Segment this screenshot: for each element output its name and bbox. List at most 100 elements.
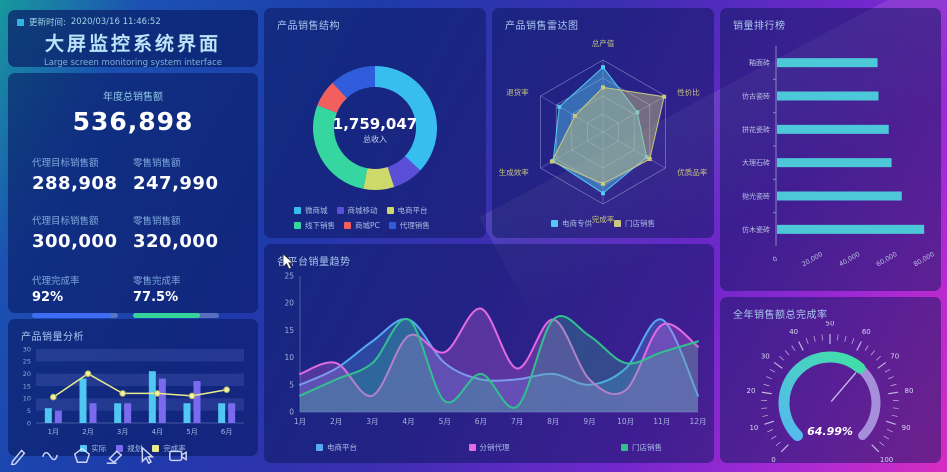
svg-text:80: 80 bbox=[905, 387, 914, 395]
update-time-row: 更新时间: 2020/03/16 11:46:52 bbox=[8, 10, 258, 28]
svg-text:0: 0 bbox=[771, 456, 775, 464]
sales-structure-panel: 产品销售结构 1,759,047 总收入 微商城 商城移动 电商平台 线下销售 商城PC 代… bbox=[264, 8, 486, 238]
legend-label: 分销代理 bbox=[479, 443, 510, 452]
progress-value: 92% bbox=[32, 290, 64, 305]
legend-swatch bbox=[294, 222, 301, 229]
completion-gauge-panel: 全年销售额总完成率 0 10 20 30 40 50 60 70 80 90 100 64.99% bbox=[720, 297, 941, 464]
bar bbox=[114, 403, 122, 423]
svg-text:仿古瓷砖: 仿古瓷砖 bbox=[742, 92, 770, 101]
legend-swatch bbox=[336, 207, 344, 214]
svg-text:20: 20 bbox=[747, 387, 756, 395]
legend-label: 商城PC bbox=[355, 221, 380, 230]
legend-item[interactable]: 分销代理 bbox=[468, 442, 510, 453]
svg-text:抛光瓷砖: 抛光瓷砖 bbox=[742, 192, 770, 201]
legend-item[interactable]: 电商专供 bbox=[551, 218, 592, 229]
eraser-icon[interactable] bbox=[102, 443, 126, 467]
svg-text:3月: 3月 bbox=[366, 417, 378, 426]
legend-swatch bbox=[80, 445, 88, 452]
svg-text:15: 15 bbox=[23, 382, 31, 390]
legend-label: 电商平台 bbox=[397, 206, 428, 215]
bar bbox=[777, 224, 925, 234]
svg-text:5月: 5月 bbox=[439, 417, 451, 426]
svg-text:10: 10 bbox=[284, 353, 294, 362]
wave-icon[interactable] bbox=[38, 443, 62, 467]
shape-icon[interactable] bbox=[70, 443, 94, 467]
panel-title: 各平台销量趋势 bbox=[277, 257, 351, 268]
progress-block: 代理完成率 92% bbox=[32, 273, 133, 318]
legend-swatch bbox=[152, 445, 160, 452]
svg-text:1月: 1月 bbox=[48, 428, 59, 436]
panel-title: 销量排行榜 bbox=[733, 21, 786, 32]
legend-item[interactable]: 门店销售 bbox=[621, 442, 662, 453]
stat-value: 247,990 bbox=[133, 173, 219, 194]
svg-text:6月: 6月 bbox=[475, 417, 487, 426]
legend-square-icon bbox=[17, 18, 24, 26]
svg-text:5: 5 bbox=[289, 380, 294, 389]
bar bbox=[44, 408, 52, 423]
bar bbox=[777, 191, 902, 201]
stat-label: 代理目标销售额 bbox=[32, 216, 99, 227]
analysis-legend: 实际 规划 完成率 bbox=[8, 443, 258, 454]
sales-ranking-panel: 销量排行榜 釉面砖 仿古瓷砖 拼花瓷砖 大理石砖 抛光瓷砖 仿木瓷砖 0 20,000 40,0… bbox=[720, 8, 941, 291]
annotation-toolbar bbox=[6, 443, 190, 467]
bar bbox=[193, 381, 201, 423]
panel-title: 产品销售雷达图 bbox=[505, 21, 579, 32]
sales-radar-chart: 总产值 性价比 优质品率 完成率 生成效率 退货率 bbox=[492, 32, 714, 228]
panel-title: 全年销售额总完成率 bbox=[733, 310, 828, 321]
stat-label: 代理目标销售额 bbox=[32, 158, 99, 169]
progress-value: 77.5% bbox=[133, 290, 179, 305]
svg-text:2月: 2月 bbox=[330, 417, 342, 426]
svg-text:100: 100 bbox=[880, 456, 893, 464]
svg-text:30: 30 bbox=[23, 345, 31, 353]
legend-item[interactable]: 完成率 bbox=[152, 443, 186, 454]
svg-text:20,000: 20,000 bbox=[800, 250, 824, 268]
legend-item[interactable]: 微商城 bbox=[294, 205, 328, 216]
cursor-icon[interactable] bbox=[134, 443, 158, 467]
pen-icon[interactable] bbox=[6, 443, 30, 467]
legend-item[interactable]: 实际 bbox=[80, 443, 106, 454]
donut-legend: 微商城 商城移动 电商平台线下销售 商城PC 代理销售 bbox=[294, 205, 476, 231]
camera-icon[interactable] bbox=[166, 443, 190, 467]
svg-text:8月: 8月 bbox=[547, 417, 559, 426]
svg-text:2月: 2月 bbox=[82, 428, 93, 436]
legend-item[interactable]: 规划 bbox=[116, 443, 142, 454]
radar-legend: 电商专供 门店销售 bbox=[492, 218, 714, 229]
svg-text:生成效率: 生成效率 bbox=[499, 167, 529, 177]
svg-text:50: 50 bbox=[826, 321, 835, 328]
svg-text:5月: 5月 bbox=[186, 428, 197, 436]
legend-label: 微商城 bbox=[305, 206, 328, 215]
legend-item[interactable]: 电商平台 bbox=[386, 205, 428, 216]
svg-text:15: 15 bbox=[284, 326, 294, 335]
stats-panel: 年度总销售额 536,898 代理目标销售额 288,908 零售销售额 247… bbox=[8, 73, 258, 318]
legend-item[interactable]: 商城PC bbox=[344, 220, 380, 231]
legend-swatch bbox=[116, 445, 124, 452]
svg-text:1月: 1月 bbox=[294, 417, 306, 426]
legend-item[interactable]: 代理销售 bbox=[388, 220, 430, 231]
svg-text:80,000: 80,000 bbox=[912, 250, 936, 268]
legend-label: 商城移动 bbox=[347, 206, 378, 215]
legend-item[interactable]: 商城移动 bbox=[336, 205, 378, 216]
bar bbox=[183, 403, 191, 423]
bar bbox=[79, 378, 87, 423]
stat-label: 零售销售额 bbox=[133, 158, 181, 169]
panel-title: 产品销售结构 bbox=[277, 21, 340, 32]
svg-text:90: 90 bbox=[902, 424, 911, 432]
legend-label: 电商专供 bbox=[562, 219, 592, 228]
svg-text:4月: 4月 bbox=[402, 417, 414, 426]
svg-text:总收入: 总收入 bbox=[363, 134, 387, 144]
svg-text:0: 0 bbox=[289, 408, 294, 417]
legend-item[interactable]: 电商平台 bbox=[316, 442, 357, 453]
pie-slice bbox=[375, 66, 437, 171]
bar bbox=[777, 158, 892, 168]
svg-text:釉面砖: 釉面砖 bbox=[749, 58, 770, 67]
svg-text:0: 0 bbox=[27, 419, 31, 427]
gauge-value: 64.99% bbox=[807, 425, 853, 438]
bar bbox=[777, 91, 879, 101]
legend-swatch bbox=[614, 220, 621, 227]
legend-item[interactable]: 门店销售 bbox=[614, 218, 655, 229]
legend-label: 电商平台 bbox=[327, 443, 357, 452]
pie-slice bbox=[317, 82, 347, 113]
total-sales-value: 536,898 bbox=[72, 107, 194, 136]
product-analysis-panel: 产品销量分析 30 25 20 15 10 5 0 1月 2月 3月 4月 5月 6月 实际 规划 完成率 bbox=[8, 319, 258, 456]
legend-item[interactable]: 线下销售 bbox=[294, 220, 335, 231]
